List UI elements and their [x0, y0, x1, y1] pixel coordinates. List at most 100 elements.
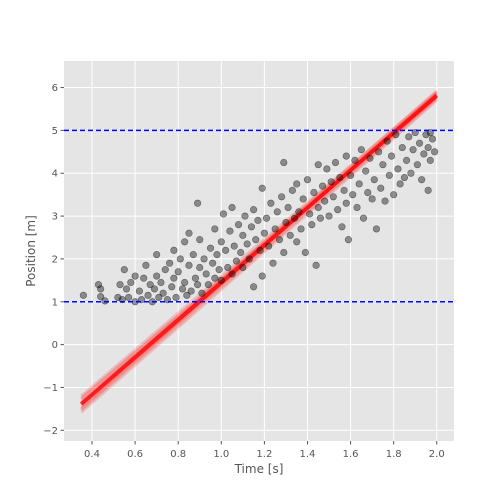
- data-point: [125, 293, 133, 302]
- data-point: [228, 203, 236, 212]
- data-point: [150, 285, 159, 293]
- data-point: [336, 173, 344, 182]
- data-point: [252, 236, 260, 244]
- data-point: [135, 287, 144, 295]
- data-point: [97, 285, 105, 293]
- data-point: [101, 297, 109, 305]
- data-point: [258, 184, 266, 192]
- data-point: [407, 169, 415, 177]
- y-tick-label: 5: [52, 126, 58, 137]
- data-point: [219, 210, 228, 218]
- data-point: [232, 257, 240, 265]
- data-point: [321, 197, 329, 205]
- data-point: [260, 229, 268, 237]
- data-point: [351, 156, 359, 164]
- data-point: [187, 287, 195, 295]
- data-point: [418, 176, 426, 184]
- data-point: [170, 246, 178, 254]
- data-point: [293, 238, 301, 246]
- data-point: [185, 261, 193, 269]
- data-point: [217, 238, 225, 246]
- data-point: [224, 263, 232, 272]
- data-point: [122, 285, 131, 293]
- fit-line: [80, 97, 438, 411]
- data-point: [405, 133, 413, 141]
- data-point: [340, 186, 348, 194]
- data-point: [288, 186, 296, 194]
- data-point: [381, 197, 389, 205]
- data-point: [295, 208, 303, 216]
- data-point: [364, 188, 372, 197]
- data-point: [273, 208, 281, 216]
- data-point: [181, 238, 189, 246]
- data-point: [239, 231, 247, 239]
- data-point: [293, 180, 301, 188]
- data-point: [185, 229, 193, 237]
- data-point: [265, 242, 273, 250]
- data-point: [282, 218, 290, 227]
- y-tick-label: 3: [52, 212, 58, 223]
- data-point: [183, 291, 191, 299]
- x-tick-label: 0.8: [170, 449, 186, 460]
- data-point: [209, 259, 217, 267]
- data-point: [196, 236, 204, 244]
- data-point: [327, 178, 335, 186]
- data-point: [234, 221, 243, 229]
- data-point: [318, 182, 327, 190]
- y-tick-label: 0: [52, 340, 58, 351]
- data-point: [342, 152, 350, 160]
- data-point: [383, 137, 391, 145]
- data-point: [370, 176, 378, 184]
- data-point: [390, 191, 398, 199]
- data-point: [228, 270, 236, 278]
- x-tick-label: 1.0: [213, 449, 229, 460]
- data-point: [379, 161, 387, 169]
- y-tick-label: −2: [43, 426, 58, 437]
- data-point: [159, 289, 167, 297]
- data-point: [196, 263, 204, 272]
- x-tick-label: 0.6: [127, 449, 143, 460]
- data-point: [325, 212, 333, 220]
- data-point: [377, 184, 385, 192]
- data-point: [250, 283, 258, 291]
- data-point: [131, 272, 139, 280]
- data-point: [247, 223, 256, 231]
- data-point: [398, 143, 406, 152]
- data-point: [278, 193, 286, 201]
- data-point: [297, 225, 305, 233]
- data-point: [413, 161, 421, 169]
- data-point: [415, 139, 424, 147]
- data-point: [97, 293, 105, 301]
- data-point: [237, 248, 245, 257]
- data-point: [301, 248, 309, 257]
- data-point: [422, 131, 430, 139]
- data-point: [316, 214, 325, 222]
- data-point: [127, 278, 135, 287]
- data-point: [116, 281, 124, 289]
- data-point: [394, 165, 402, 173]
- data-point: [230, 242, 238, 250]
- data-point: [241, 212, 249, 220]
- y-tick-label: 4: [52, 169, 58, 180]
- data-point: [366, 154, 374, 162]
- data-point: [193, 199, 202, 207]
- data-point: [94, 281, 103, 289]
- data-point: [312, 261, 320, 269]
- data-point: [243, 240, 251, 248]
- data-point: [331, 158, 340, 167]
- data-point: [267, 199, 275, 207]
- y-axis-label: Position [m]: [24, 215, 38, 287]
- data-point: [222, 246, 230, 254]
- reference-lines: [64, 129, 454, 303]
- data-point: [155, 293, 163, 302]
- data-point: [211, 274, 219, 282]
- fit-line: [80, 99, 438, 414]
- data-point: [306, 210, 314, 218]
- data-point: [344, 236, 353, 244]
- data-point: [420, 150, 428, 158]
- x-tick-label: 1.4: [300, 449, 316, 460]
- data-point: [198, 289, 206, 297]
- data-point: [362, 167, 370, 175]
- data-point: [174, 268, 182, 276]
- data-point: [308, 221, 316, 229]
